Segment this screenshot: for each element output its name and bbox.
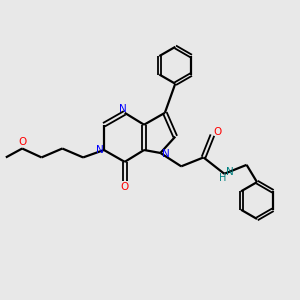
Text: H: H [219, 173, 226, 183]
Text: O: O [214, 127, 222, 137]
Text: O: O [19, 137, 27, 147]
Text: N: N [226, 167, 233, 177]
Text: N: N [162, 149, 169, 160]
Text: N: N [96, 145, 103, 155]
Text: N: N [119, 104, 127, 114]
Text: O: O [120, 182, 128, 192]
